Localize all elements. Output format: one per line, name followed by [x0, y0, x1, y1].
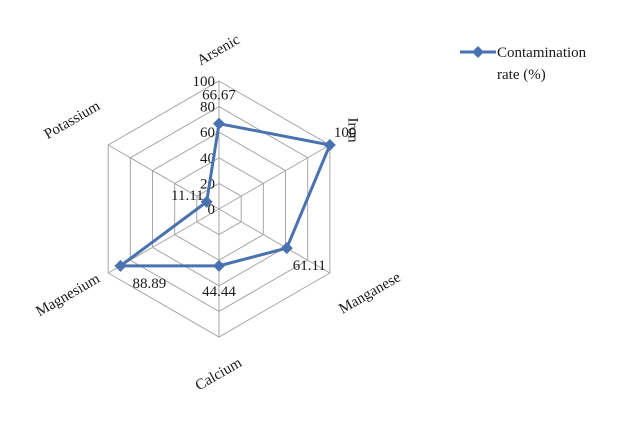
tick-label-60: 60 [200, 125, 215, 141]
legend-label-line2: rate (%) [497, 67, 546, 83]
data-label-iron: 100 [334, 125, 357, 141]
data-point-iron [323, 139, 336, 151]
data-label-manganese: 61.11 [293, 258, 326, 274]
data-point-manganese [280, 242, 293, 255]
tick-label-100: 100 [193, 74, 216, 90]
legend: Contamination rate (%) [460, 45, 587, 83]
tick-label-80: 80 [200, 100, 215, 116]
category-label-potassium: Potassium [42, 98, 104, 143]
legend-diamond-marker [472, 46, 484, 58]
data-labels: 66.67 100 61.11 44.44 88.89 11.11 [132, 88, 356, 300]
tick-label-40: 40 [200, 151, 215, 167]
category-label-magnesium: Magnesium [33, 271, 103, 320]
category-label-iron: Iron [344, 118, 360, 143]
data-point-calcium [213, 259, 225, 272]
data-point-arsenic [213, 117, 225, 130]
category-label-calcium: Calcium [193, 355, 245, 394]
data-label-calcium: 44.44 [202, 284, 236, 300]
tick-label-0: 0 [208, 202, 216, 218]
series-layer [114, 117, 336, 272]
category-label-arsenic: Arsenic [195, 32, 244, 69]
spoke-1 [218, 144, 331, 210]
data-point-potassium [200, 195, 213, 208]
data-label-potassium: 11.11 [171, 188, 204, 204]
category-label-manganese: Manganese [336, 269, 403, 317]
data-label-magnesium: 88.89 [132, 276, 166, 292]
legend-label-line1: Contamination [497, 45, 587, 61]
spoke-2 [218, 208, 331, 274]
data-point-magnesium [114, 259, 127, 272]
data-label-arsenic: 66.67 [202, 88, 236, 104]
spoke-5 [107, 144, 220, 210]
